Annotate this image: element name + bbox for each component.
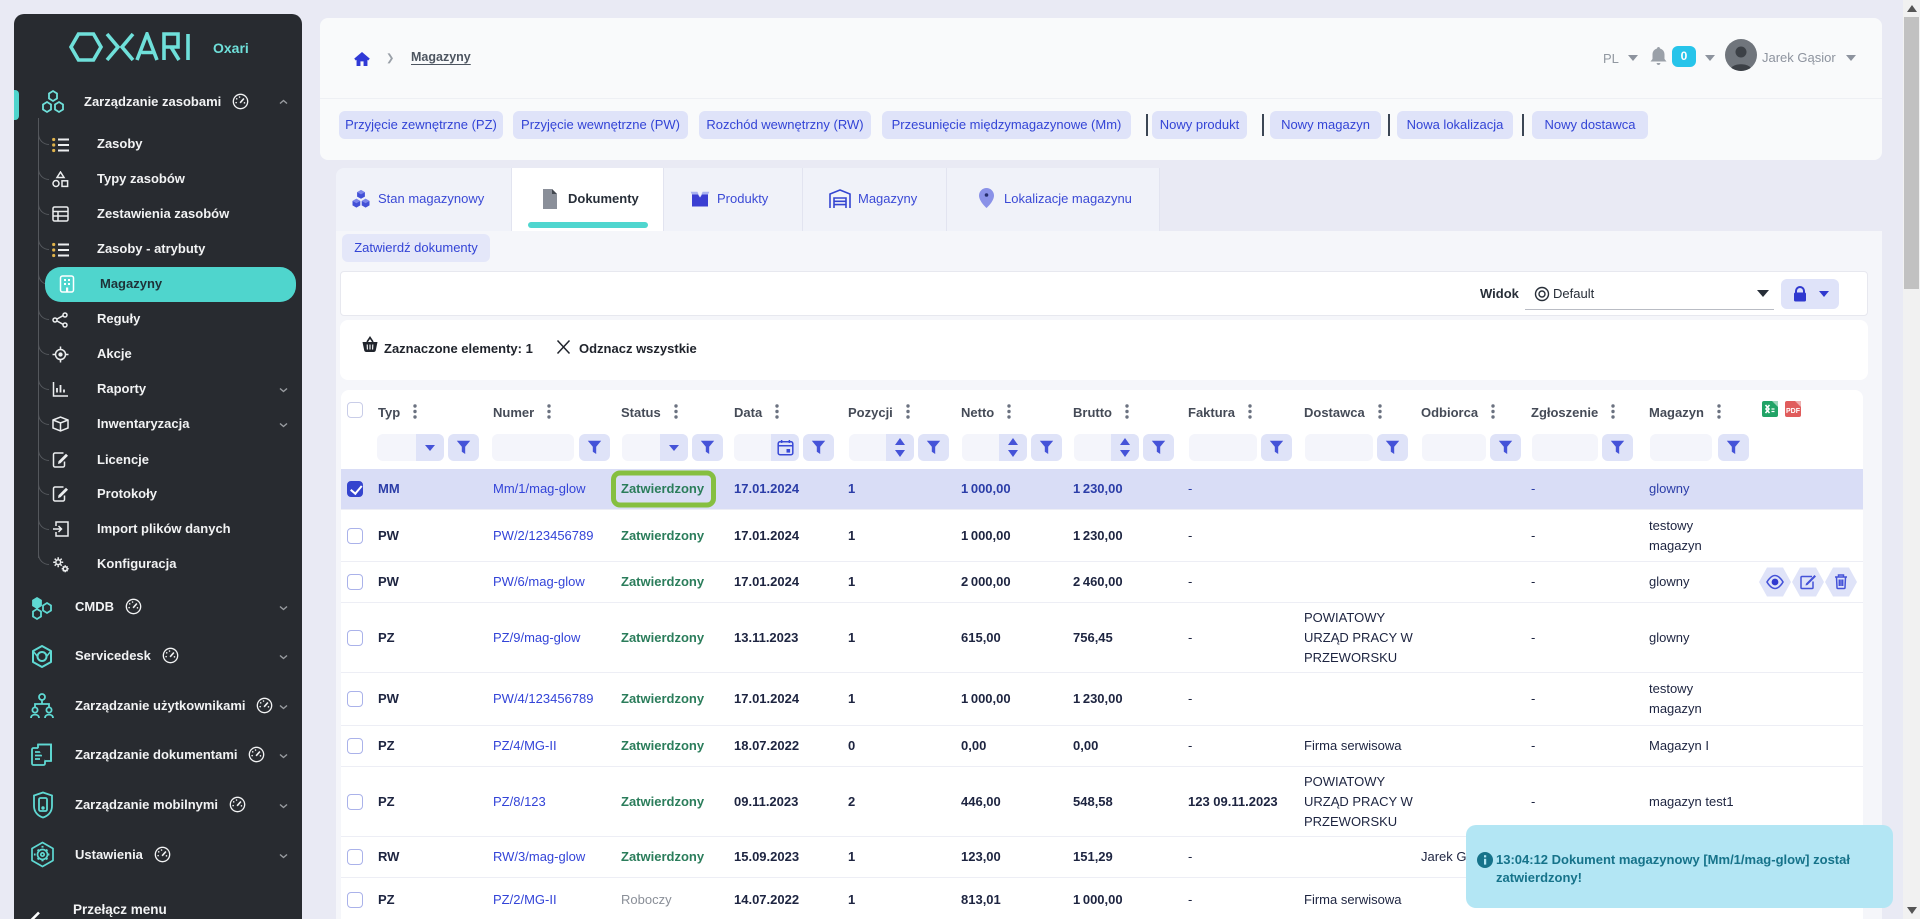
svg-text:PDF: PDF: [1786, 408, 1801, 415]
